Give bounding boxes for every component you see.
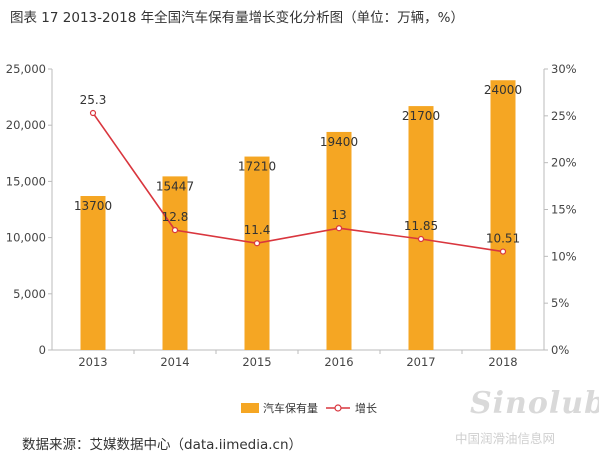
legend-line-label: 增长: [355, 401, 377, 415]
growth-point-2014: [171, 227, 179, 234]
right-tick-label: 20%: [551, 156, 577, 170]
growth-point-2017: [417, 235, 425, 243]
left-tick-label: 25,000: [6, 62, 46, 76]
right-tick-label: 15%: [551, 203, 577, 217]
data-source: 数据来源：艾媒数据中心（data.iimedia.cn）: [22, 437, 303, 453]
bar-2017: [408, 106, 434, 350]
growth-value-label: 25.3: [80, 93, 107, 107]
bar-labels: 13700 15447 17210 19400 21700 24000: [74, 83, 522, 213]
bar-value-label: 24000: [484, 83, 522, 97]
legend-bar-swatch: [241, 403, 259, 413]
growth-value-label: 11.4: [244, 223, 271, 237]
x-tick-label: 2015: [242, 355, 271, 369]
line-labels: 25.3 12.8 11.4 13 11.85 10.51: [80, 93, 521, 246]
bar-2015: [244, 156, 270, 350]
growth-value-label: 13: [331, 208, 346, 222]
bar-value-label: 17210: [238, 160, 276, 174]
bars: [80, 80, 516, 351]
growth-value-label: 10.51: [486, 232, 520, 246]
right-tick-label: 5%: [551, 296, 569, 310]
bar-2014: [162, 176, 188, 350]
watermark-caption: 中国润滑油信息网: [455, 431, 556, 446]
right-tick-label: 0%: [551, 343, 569, 357]
left-tick-label: 20,000: [6, 118, 46, 132]
left-tick-label: 15,000: [6, 174, 46, 188]
left-tick-label: 10,000: [6, 231, 46, 245]
growth-value-label: 12.8: [162, 210, 189, 224]
left-tick-label: 5,000: [13, 287, 46, 301]
bar-value-label: 15447: [156, 179, 194, 193]
x-tick-label: 2013: [78, 355, 107, 369]
right-tick-label: 30%: [551, 62, 577, 76]
bar-2018: [490, 80, 516, 351]
x-tick-label: 2018: [488, 355, 517, 369]
growth-value-label: 11.85: [404, 219, 438, 233]
growth-point-2013: [89, 109, 97, 117]
chart-title: 图表 17 2013-2018 年全国汽车保有量增长变化分析图（单位：万辆，%）: [10, 10, 464, 26]
growth-point-2015: [253, 240, 261, 247]
right-tick-label: 25%: [551, 109, 577, 123]
axes: 0 5,000 10,000 15,000 20,000 25,000 0% 5% 10% 15%…: [6, 62, 577, 369]
watermark-logo: Sinolub: [470, 386, 599, 421]
growth-line: [89, 109, 507, 255]
x-tick-label: 2017: [406, 355, 435, 369]
right-tick-label: 10%: [551, 249, 577, 263]
legend-line-marker: [334, 404, 342, 412]
growth-point-2018: [499, 248, 507, 255]
bar-2013: [80, 196, 106, 350]
growth-line-path: [92, 112, 504, 253]
left-tick-label: 0: [39, 343, 46, 357]
growth-point-2016: [335, 225, 343, 232]
bar-2016: [326, 131, 352, 350]
x-tick-label: 2016: [324, 355, 353, 369]
legend-bar-label: 汽车保有量: [263, 401, 318, 415]
bar-value-label: 19400: [320, 135, 358, 149]
x-tick-label: 2014: [160, 355, 189, 369]
bar-value-label: 13700: [74, 199, 112, 213]
bar-value-label: 21700: [402, 109, 440, 123]
legend: 汽车保有量 增长: [241, 401, 377, 415]
